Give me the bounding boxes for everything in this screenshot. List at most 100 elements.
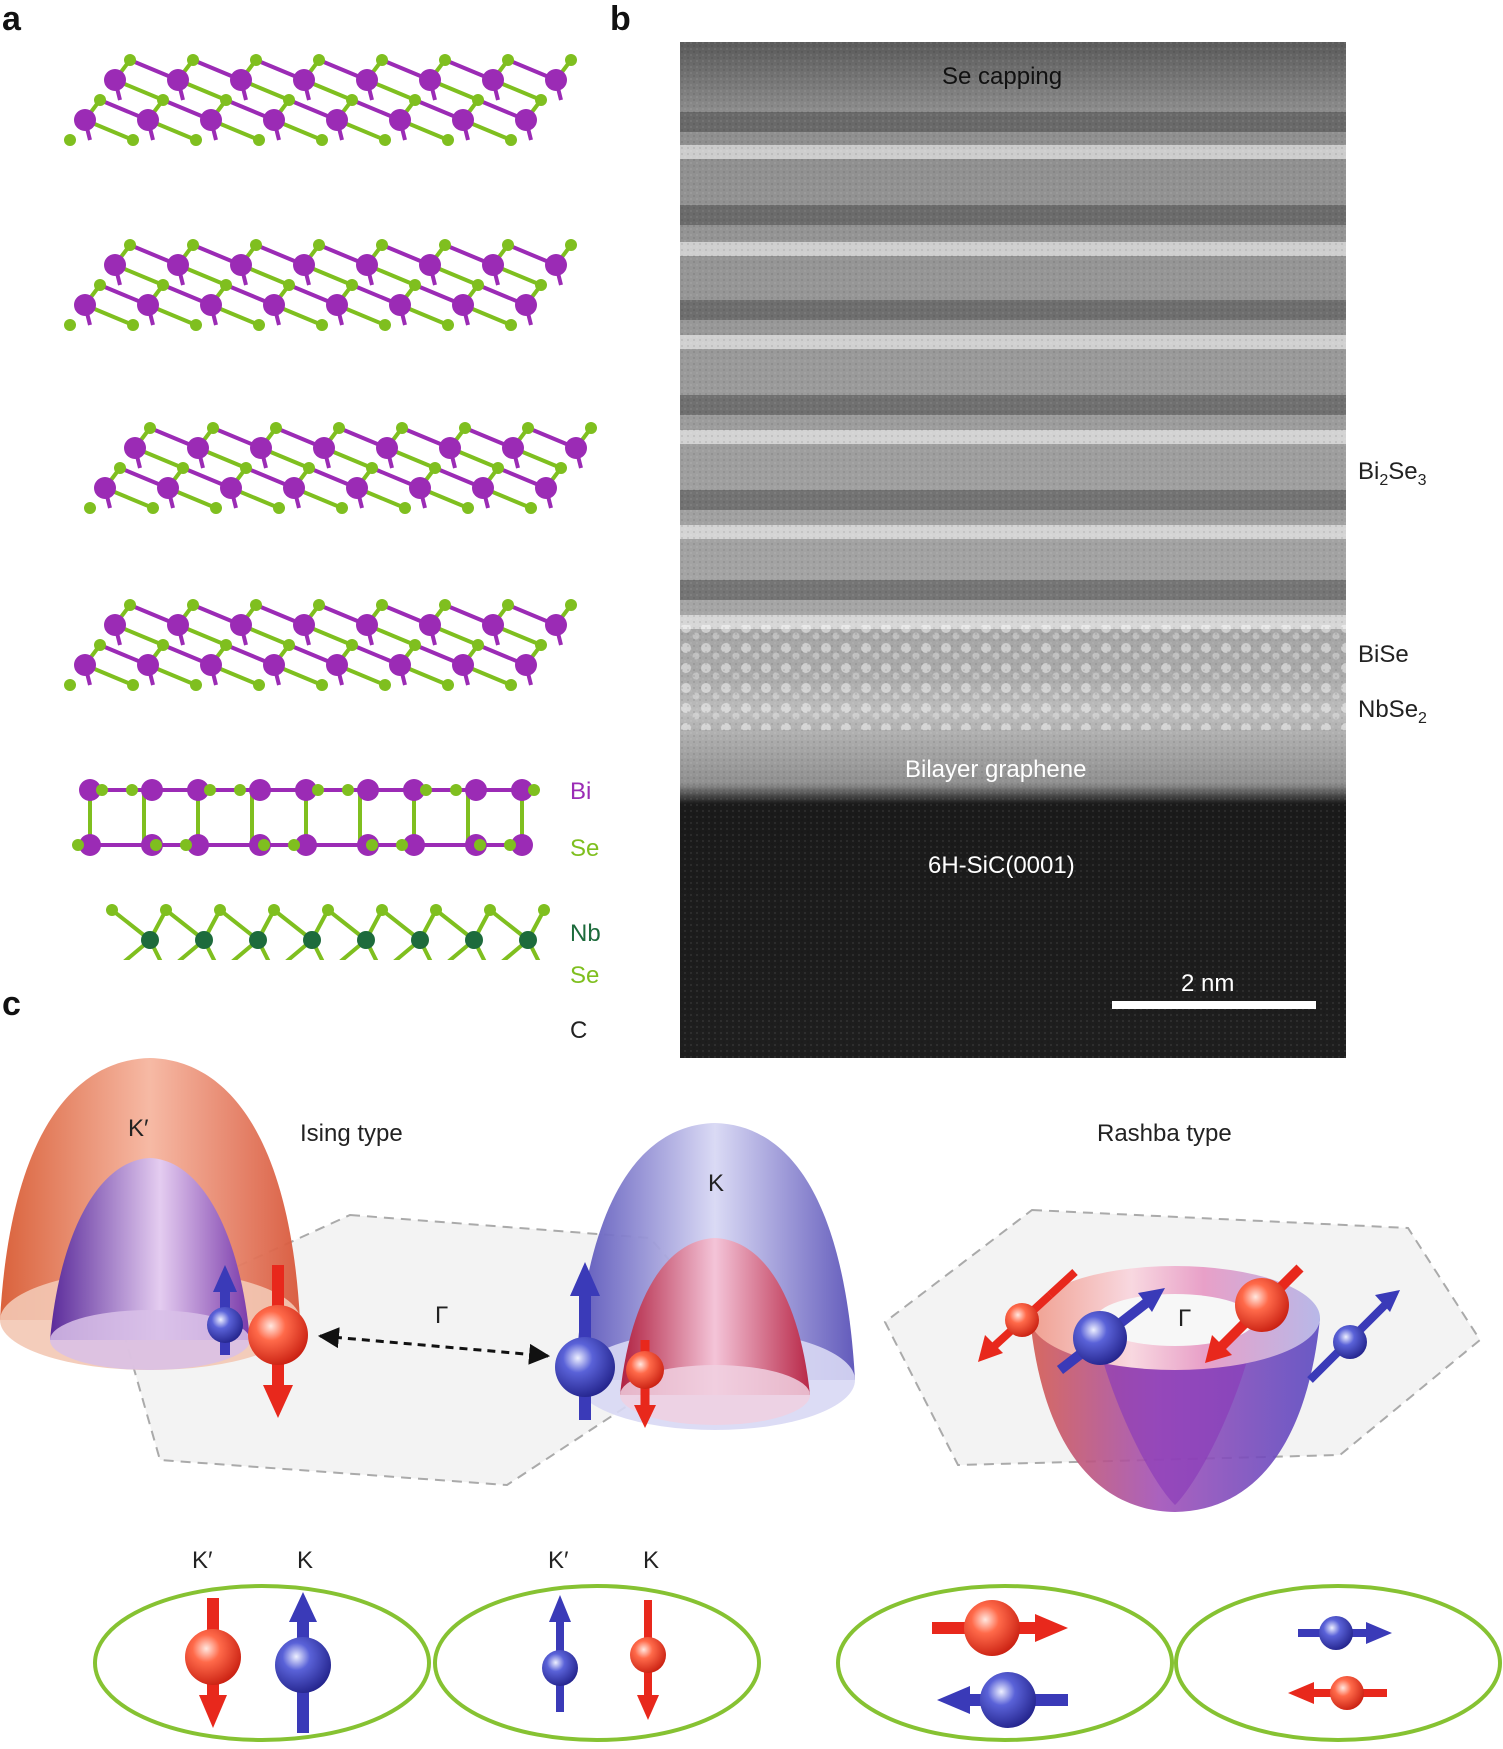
nb-atom (303, 931, 321, 949)
element-label-se-2: Se (570, 962, 600, 989)
ellipse3-red-spin-right (932, 1600, 1068, 1656)
bi-atom (482, 69, 504, 91)
label-nbse2: NbSe2 (1358, 696, 1427, 727)
nb-atom (519, 931, 537, 949)
se-atom (106, 904, 118, 916)
se-atom (207, 422, 219, 434)
bi-atom (452, 294, 474, 316)
se-atom (399, 502, 411, 514)
se-atom (114, 462, 126, 474)
ellipse2-blue-spin-up (542, 1595, 578, 1712)
se-atom (502, 239, 514, 251)
bi-atom (94, 477, 116, 499)
bi-atom (565, 437, 587, 459)
nb-atom (465, 931, 483, 949)
se-atom (72, 839, 84, 851)
se-atom (124, 599, 136, 611)
bi-atom (515, 294, 537, 316)
se-atom (505, 134, 517, 146)
bi-atom (187, 779, 209, 801)
se-atom (64, 679, 76, 691)
rashba-spin-red-right (1205, 1264, 1304, 1363)
crystal-structure-diagram (64, 54, 597, 960)
bi-atom (326, 654, 348, 676)
se-atom (442, 134, 454, 146)
se-atom (472, 639, 484, 651)
se-atom (283, 94, 295, 106)
se-atom (366, 839, 378, 851)
se-atom (124, 54, 136, 66)
label-bi2se3: Bi2Se3 (1358, 458, 1427, 489)
bi-atom (356, 254, 378, 276)
bi-atom (230, 254, 252, 276)
bi-atom (230, 69, 252, 91)
se-atom (462, 502, 474, 514)
se-atom (336, 502, 348, 514)
bi-atom (472, 477, 494, 499)
bi-atom (482, 254, 504, 276)
se-atom (484, 904, 496, 916)
bi-atom (167, 614, 189, 636)
se-atom (313, 599, 325, 611)
se-atom (316, 679, 328, 691)
se-atom (180, 839, 192, 851)
spin-up-blue-kprime (207, 1265, 243, 1355)
bi-atom (419, 254, 441, 276)
rashba-band (1030, 1266, 1320, 1512)
spin-ellipse-2 (433, 1584, 761, 1742)
se-atom (409, 279, 421, 291)
bi-atom (403, 779, 425, 801)
bi-atom (200, 654, 222, 676)
bi-atom (137, 294, 159, 316)
se-atom (474, 839, 486, 851)
se-atom (157, 639, 169, 651)
bi-atom (389, 294, 411, 316)
bi-atom (249, 779, 271, 801)
nb-atom (141, 931, 159, 949)
bi-atom (439, 437, 461, 459)
se-atom (492, 462, 504, 474)
se-atom (147, 502, 159, 514)
label-se-capping: Se capping (942, 63, 1063, 90)
se-atom (124, 239, 136, 251)
bi-atom (376, 437, 398, 459)
se-atom (250, 239, 262, 251)
se-atom (502, 54, 514, 66)
bi2se3-quintuple-layer (64, 599, 577, 691)
bi-atom (263, 109, 285, 131)
se-atom (258, 839, 270, 851)
bi-atom (356, 614, 378, 636)
se-atom (459, 422, 471, 434)
se-atom (565, 54, 577, 66)
se-atom (220, 94, 232, 106)
se-atom (376, 904, 388, 916)
se-atom (565, 599, 577, 611)
se-atom (346, 279, 358, 291)
se-atom (585, 422, 597, 434)
bi-atom (187, 834, 209, 856)
panel-letter-b: b (610, 0, 631, 38)
nb-atom (249, 931, 267, 949)
panel-letter-c: c (2, 985, 21, 1023)
se-atom (253, 134, 265, 146)
bi-atom (141, 779, 163, 801)
bi-atom (74, 294, 96, 316)
se-atom (253, 319, 265, 331)
se-atom (450, 784, 462, 796)
se-atom (190, 319, 202, 331)
bi-atom (137, 654, 159, 676)
se-atom (240, 462, 252, 474)
se-atom (283, 639, 295, 651)
stem-image (680, 42, 1346, 1058)
bi-atom (230, 614, 252, 636)
se-atom (535, 94, 547, 106)
se-atom (96, 784, 108, 796)
bi-atom (511, 779, 533, 801)
label-substrate: 6H-SiC(0001) (928, 852, 1075, 879)
label-bottom-kprime-2: K′ (548, 1547, 569, 1574)
nb-atom (411, 931, 429, 949)
ellipse4-blue-spin-right (1298, 1616, 1392, 1650)
bi-atom (409, 477, 431, 499)
se-atom (84, 502, 96, 514)
